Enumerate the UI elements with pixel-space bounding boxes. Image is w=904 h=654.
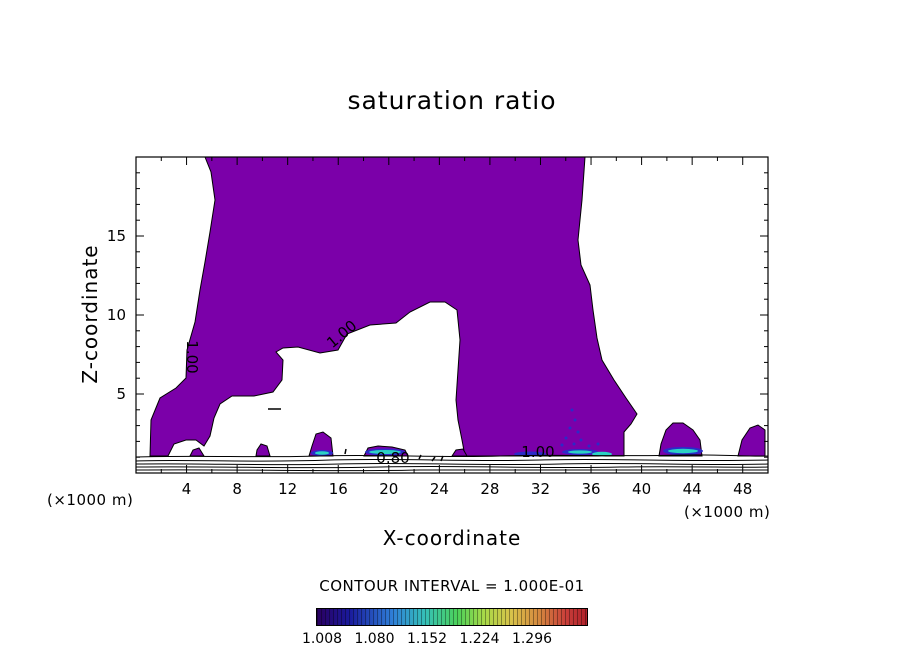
small-marks (268, 408, 444, 462)
x-tick-label: 36 (581, 480, 601, 498)
contour-label: 1.00 (521, 443, 554, 461)
x-tick-label: 28 (480, 480, 500, 498)
y-tick-label: 5 (116, 385, 126, 403)
contour-interval-text: CONTOUR INTERVAL = 1.000E-01 (319, 577, 585, 595)
x-tick-label: 12 (278, 480, 298, 498)
contour-label: 1.00 (183, 340, 201, 373)
colorbar-tick-label: 1.152 (406, 631, 448, 647)
high-saturation-patches (311, 408, 703, 457)
saturated-blob-5 (737, 424, 766, 457)
saturated-region-main (149, 156, 638, 457)
x-tick-label: 40 (632, 480, 652, 498)
y-tick-label: 10 (106, 306, 126, 324)
x-tick-label: 32 (530, 480, 551, 498)
contour-label: 0.80 (376, 449, 409, 467)
x-unit-right: (×1000 m) (684, 503, 771, 521)
colorbar (316, 608, 588, 626)
axis-ticks (136, 157, 768, 473)
x-tick-label: 16 (328, 480, 348, 498)
x-tick-label: 20 (379, 480, 399, 498)
x-tick-label: 24 (429, 480, 449, 498)
saturated-blob-6 (189, 447, 205, 457)
x-tick-label: 4 (181, 480, 192, 498)
x-tick-label: 8 (232, 480, 242, 498)
y-tick-label: 15 (106, 227, 126, 245)
colorbar-tick-label: 1.008 (301, 631, 343, 647)
x-tick-label: 48 (733, 480, 753, 498)
saturation-region (149, 156, 766, 457)
x-unit-left: (×1000 m) (47, 491, 134, 509)
surface-contour-lines (135, 454, 769, 472)
colorbar-tick-label: 1.080 (354, 631, 395, 647)
saturated-blob-1 (255, 443, 271, 457)
x-tick-label: 44 (682, 480, 702, 498)
y-axis-label: Z-coordinate (78, 244, 102, 384)
colorbar-tick-label: 1.224 (459, 631, 500, 647)
chart-title: saturation ratio (347, 86, 557, 115)
x-axis-label: X-coordinate (382, 526, 522, 550)
colorbar-tick-label: 1.296 (511, 631, 553, 647)
